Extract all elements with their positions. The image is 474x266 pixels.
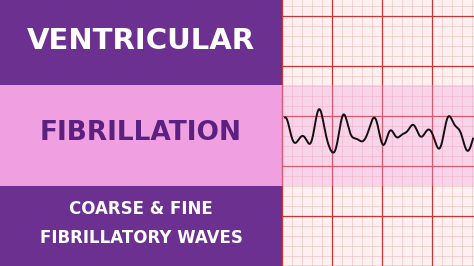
Text: VENTRICULAR: VENTRICULAR xyxy=(27,27,255,55)
Text: FIBRILLATION: FIBRILLATION xyxy=(40,120,242,146)
Text: COARSE & FINE: COARSE & FINE xyxy=(69,200,213,218)
Bar xyxy=(0,0,282,266)
Text: FIBRILLATORY WAVES: FIBRILLATORY WAVES xyxy=(39,229,243,247)
Bar xyxy=(282,85,474,186)
Bar xyxy=(0,85,282,186)
Bar xyxy=(282,0,474,266)
